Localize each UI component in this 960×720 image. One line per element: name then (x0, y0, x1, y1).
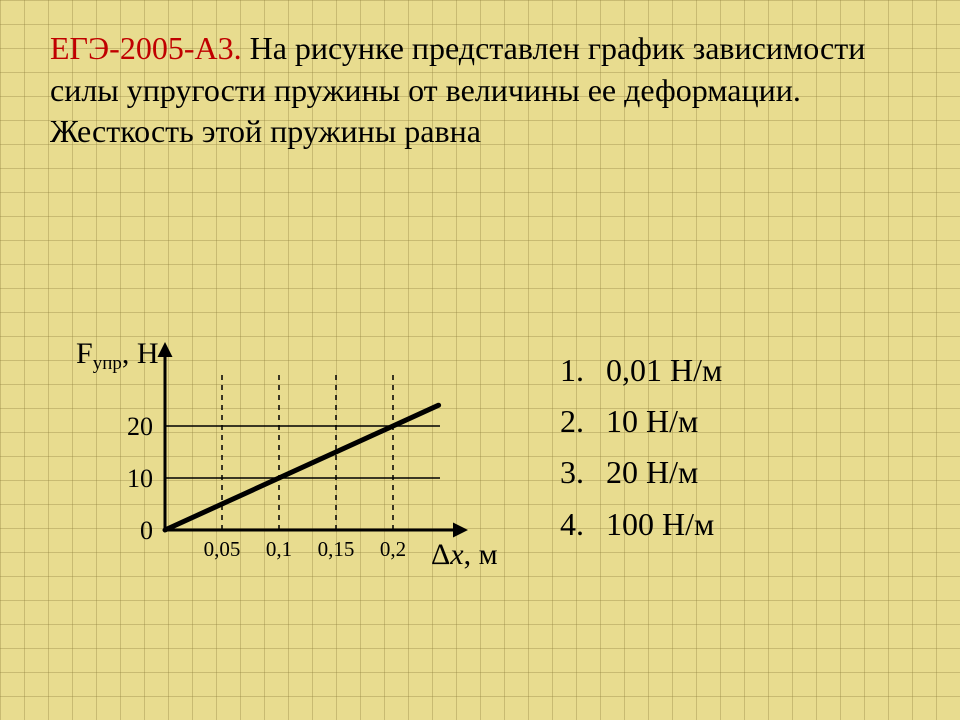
slide-content: ЕГЭ-2005-А3. На рисунке представлен граф… (0, 0, 960, 720)
data-line (165, 405, 439, 530)
option-number: 1. (560, 345, 598, 396)
option-text: 100 Н/м (606, 506, 714, 542)
option-number: 2. (560, 396, 598, 447)
answer-option: 1. 0,01 Н/м (560, 345, 722, 396)
spring-force-chart: 0 10 20 0,05 0,1 0,15 0,2 Fупр, Н Δx, м (70, 315, 500, 615)
problem-source: ЕГЭ-2005-А3. (50, 30, 242, 66)
option-text: 0,01 Н/м (606, 352, 722, 388)
y-tick-label: 10 (127, 464, 153, 493)
x-tick-label: 0,05 (204, 537, 241, 561)
lower-region: 0 10 20 0,05 0,1 0,15 0,2 Fупр, Н Δx, м 1. 0,01 … (0, 315, 960, 675)
x-axis-label: Δx, м (431, 538, 498, 571)
x-tick-label: 0,15 (318, 537, 355, 561)
option-number: 4. (560, 499, 598, 550)
y-axis-label: Fупр, Н (76, 337, 159, 374)
y-tick-label: 0 (140, 516, 153, 545)
x-tick-label: 0,1 (266, 537, 292, 561)
answer-option: 3. 20 Н/м (560, 447, 722, 498)
y-tick-label: 20 (127, 412, 153, 441)
x-tick-label: 0,2 (380, 537, 406, 561)
option-text: 10 Н/м (606, 403, 698, 439)
answer-option: 2. 10 Н/м (560, 396, 722, 447)
option-number: 3. (560, 447, 598, 498)
answer-option: 4. 100 Н/м (560, 499, 722, 550)
problem-statement: ЕГЭ-2005-А3. На рисунке представлен граф… (50, 28, 910, 153)
option-text: 20 Н/м (606, 454, 698, 490)
chart-svg: 0 10 20 0,05 0,1 0,15 0,2 Fупр, Н Δx, м (70, 315, 500, 605)
answer-options: 1. 0,01 Н/м2. 10 Н/м3. 20 Н/м4. 100 Н/м (560, 345, 722, 550)
